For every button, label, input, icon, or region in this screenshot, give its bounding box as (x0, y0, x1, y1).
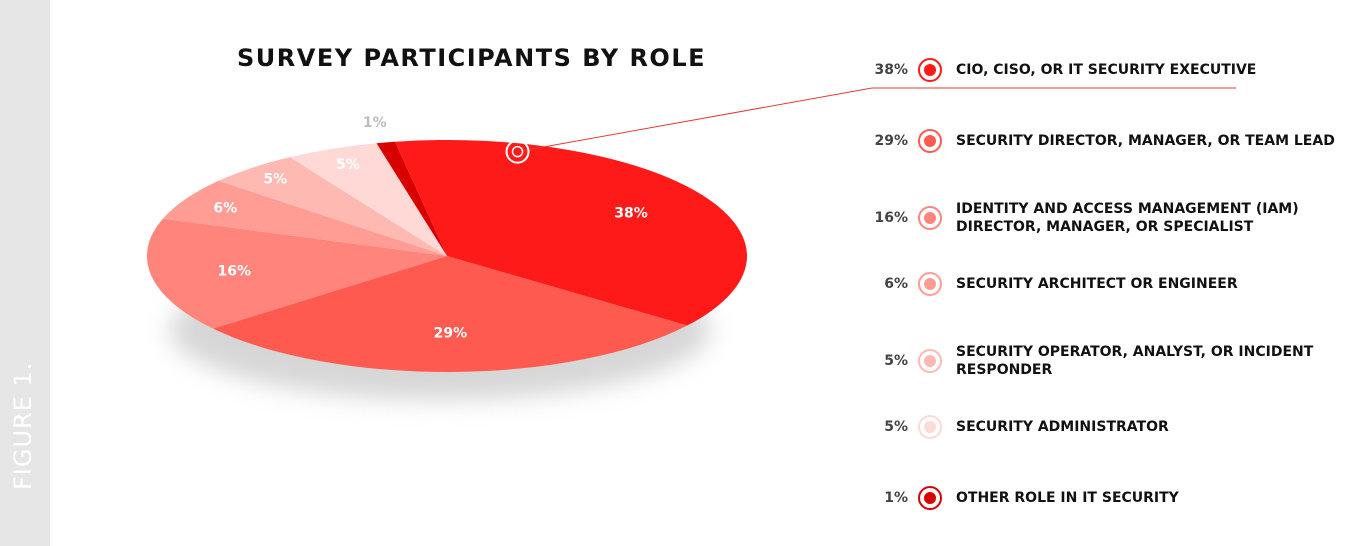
legend-item-security-director-manager-or-team-lead: 29% SECURITY DIRECTOR, MANAGER, OR TEAM L… (860, 129, 1366, 153)
legend-swatch-icon (918, 129, 942, 153)
pie-slice-label: 16% (218, 263, 252, 279)
legend-item-label: IDENTITY AND ACCESS MANAGEMENT (IAM) DIR… (956, 201, 1299, 235)
legend-swatch-icon (918, 272, 942, 296)
pie-slice-security-architect-or-engineer (163, 180, 448, 256)
chart-title: SURVEY PARTICIPANTS BY ROLE (237, 44, 707, 72)
legend-swatch-icon (918, 206, 942, 230)
legend-item-label: SECURITY ADMINISTRATOR (956, 419, 1169, 435)
legend-item-value: 6% (884, 276, 908, 292)
legend-item-security-operator-analyst-or-incident-responder: 5% SECURITY OPERATOR, ANALYST, OR INCIDEN… (860, 343, 1366, 379)
pie-slice-label: 6% (213, 200, 237, 216)
legend-item-label: SECURITY DIRECTOR, MANAGER, OR TEAM LEAD (956, 133, 1335, 149)
pie-slices (147, 140, 747, 372)
pie-slice-label: 29% (434, 326, 468, 342)
pie-slice-cio-ciso-or-it-security-executive (395, 140, 747, 326)
pie-slice-security-director-manager-or-team-lead (213, 256, 688, 372)
legend-item-value: 16% (874, 210, 908, 226)
pie-slice-security-administrator (289, 143, 447, 256)
pie-slice-label: 5% (263, 171, 287, 187)
legend-item-label: SECURITY ARCHITECT OR ENGINEER (956, 276, 1238, 292)
callout-dot (511, 145, 524, 158)
legend-item-identity-and-access-management-iam-director-manager-or-specialist: 16% IDENTITY AND ACCESS MANAGEMENT (IAM) … (860, 200, 1366, 236)
pie-slice-identity-and-access-management-iam-director-manager-or-specialist (147, 218, 447, 329)
callout-line (517, 87, 1236, 153)
pie-slice-label: 1% (363, 115, 387, 131)
legend-item-value: 29% (874, 133, 908, 149)
legend-item-value: 1% (884, 490, 908, 506)
legend-item-value: 38% (874, 62, 908, 78)
legend-swatch-icon (918, 486, 942, 510)
legend-swatch-icon (918, 349, 942, 373)
pie-slice-labels: 38% 29% 16% 6% 5% 5% 1% (213, 115, 647, 342)
legend-item-cio-ciso-or-it-security-executive: 38% CIO, CISO, OR IT SECURITY EXECUTIVE (860, 58, 1366, 82)
pie-slice-security-operator-analyst-or-incident-responder (218, 157, 447, 256)
pie-slice-other-role-in-it-security (376, 141, 447, 256)
pie-slice-label: 5% (336, 157, 360, 173)
callout (505, 87, 1236, 164)
legend-swatch-icon (918, 58, 942, 82)
legend-item-label: CIO, CISO, OR IT SECURITY EXECUTIVE (956, 62, 1257, 78)
legend-swatch-icon (918, 415, 942, 439)
figure-side-bar: FIGURE 1. (0, 0, 50, 546)
legend-item-value: 5% (884, 353, 908, 369)
pie-slice-label: 38% (614, 205, 648, 221)
callout-ring (505, 139, 530, 164)
legend-item-other-role-in-it-security: 1% OTHER ROLE IN IT SECURITY (860, 486, 1366, 510)
legend-item-label: SECURITY OPERATOR, ANALYST, OR INCIDENT … (956, 344, 1314, 378)
legend-item-security-administrator: 5% SECURITY ADMINISTRATOR (860, 415, 1366, 439)
legend-item-value: 5% (884, 419, 908, 435)
legend-item-security-architect-or-engineer: 6% SECURITY ARCHITECT OR ENGINEER (860, 272, 1366, 296)
legend-item-label: OTHER ROLE IN IT SECURITY (956, 490, 1179, 506)
legend: 38% CIO, CISO, OR IT SECURITY EXECUTIVE 29… (860, 0, 1366, 546)
